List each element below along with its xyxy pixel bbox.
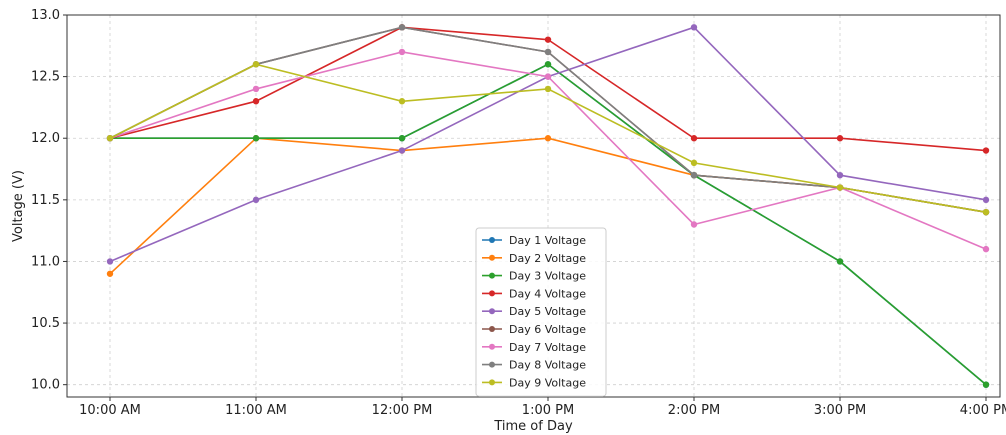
y-tick-label: 12.0: [31, 131, 60, 146]
series-9: [106, 61, 990, 216]
data-point: [398, 135, 406, 142]
legend-item: Day 8 Voltage: [482, 359, 586, 372]
x-tick-label: 3:00 PM: [814, 403, 866, 418]
data-point: [398, 48, 406, 56]
data-point: [252, 98, 260, 105]
data-point: [252, 85, 260, 93]
legend-label: Day 3 Voltage: [509, 270, 586, 283]
legend-item: Day 5 Voltage: [482, 305, 586, 318]
data-point: [982, 208, 990, 216]
data-point: [106, 270, 114, 277]
legend-swatch-marker: [489, 379, 495, 386]
data-point: [252, 196, 260, 204]
legend-item: Day 4 Voltage: [482, 287, 586, 300]
y-tick-label: 10.5: [31, 316, 60, 331]
data-point: [836, 135, 844, 142]
legend-swatch-marker: [489, 326, 495, 332]
data-point: [398, 24, 406, 31]
data-point: [252, 135, 260, 142]
data-point: [836, 171, 844, 179]
legend-item: Day 6 Voltage: [482, 323, 586, 336]
data-point: [544, 135, 552, 142]
legend-item: Day 9 Voltage: [482, 376, 586, 389]
data-point: [252, 61, 260, 68]
data-point: [398, 98, 406, 105]
data-point: [544, 48, 552, 56]
x-tick-label: 10:00 AM: [79, 403, 141, 418]
legend-swatch-marker: [489, 290, 495, 297]
x-tick-label: 2:00 PM: [668, 403, 720, 418]
legend-swatch-marker: [489, 272, 495, 279]
plot-frame: [66, 14, 1001, 398]
y-tick-label: 11.0: [31, 254, 60, 269]
data-point: [106, 135, 114, 142]
legend-swatch-marker: [489, 254, 495, 261]
data-point: [690, 221, 698, 228]
legend: Day 1 Voltage Day 2 Voltage Day 3 Voltage D…: [475, 227, 607, 397]
legend-item: Day 2 Voltage: [482, 252, 586, 265]
legend-label: Day 1 Voltage: [509, 234, 586, 247]
legend-item: Day 1 Voltage: [482, 234, 586, 247]
data-point: [982, 381, 990, 388]
legend-item: Day 7 Voltage: [482, 341, 586, 354]
y-tick-label: 10.0: [31, 378, 60, 393]
y-tick-label: 12.5: [31, 70, 60, 85]
legend-item: Day 3 Voltage: [482, 270, 586, 283]
data-point: [982, 245, 990, 253]
series-group: [106, 24, 990, 388]
axes: 10.0 10.5 11.0 11.5 12.0 12.5 13.0 10:00 AM 11:0…: [31, 8, 1006, 418]
data-point: [544, 85, 552, 93]
data-point: [982, 147, 990, 154]
y-tick-label: 11.5: [31, 193, 60, 208]
legend-label: Day 9 Voltage: [509, 376, 586, 389]
data-point: [544, 36, 552, 43]
legend-label: Day 8 Voltage: [509, 359, 586, 372]
legend-swatch-marker: [489, 237, 495, 243]
data-point: [690, 135, 698, 142]
data-point: [982, 196, 990, 204]
legend-label: Day 4 Voltage: [509, 287, 586, 300]
data-point: [690, 171, 698, 179]
legend-swatch-marker: [489, 308, 495, 315]
legend-swatch-marker: [489, 361, 495, 368]
x-tick-label: 4:00 PM: [960, 403, 1006, 418]
x-axis-label: Time of Day: [493, 419, 573, 434]
data-point: [544, 61, 552, 68]
legend-box: [475, 227, 607, 397]
legend-label: Day 2 Voltage: [509, 252, 586, 265]
data-point: [690, 159, 698, 167]
y-tick-label: 13.0: [31, 8, 60, 23]
data-point: [836, 258, 844, 265]
x-tick-label: 12:00 PM: [372, 403, 433, 418]
data-point: [398, 147, 406, 154]
legend-label: Day 6 Voltage: [509, 323, 586, 336]
data-point: [836, 184, 844, 191]
legend-label: Day 7 Voltage: [509, 341, 586, 354]
legend-swatch-marker: [489, 343, 495, 350]
data-point: [690, 24, 698, 31]
data-point: [106, 258, 114, 265]
data-point: [544, 73, 552, 80]
legend-label: Day 5 Voltage: [509, 305, 586, 318]
y-axis-label: Voltage (V): [11, 170, 26, 242]
x-tick-label: 1:00 PM: [522, 403, 574, 418]
x-tick-label: 11:00 AM: [225, 403, 287, 418]
